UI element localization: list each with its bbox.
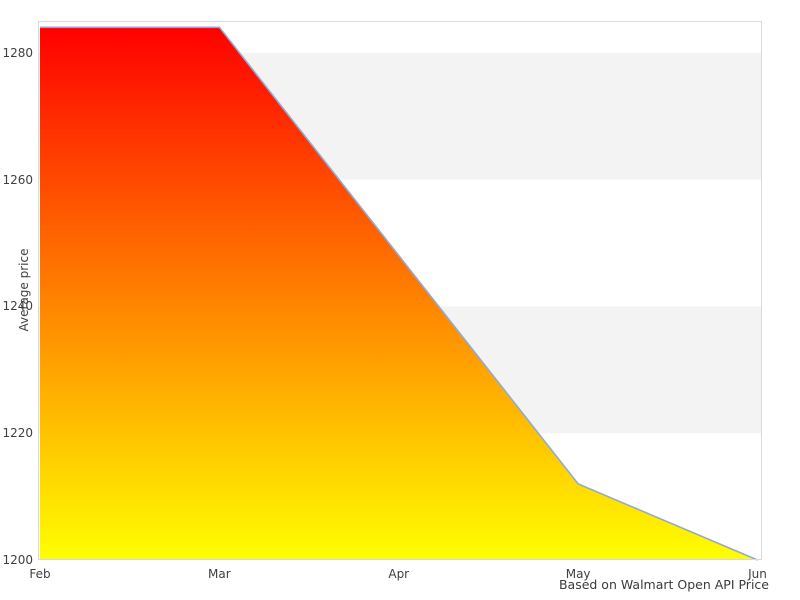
y-tick-label: 1240 xyxy=(2,299,33,314)
price-area xyxy=(40,27,758,561)
x-tick-label: Apr xyxy=(388,567,410,581)
y-tick-label: 1260 xyxy=(2,172,33,187)
y-tick-label: 1200 xyxy=(2,553,33,567)
price-line xyxy=(40,26,758,561)
x-tick-label: Mar xyxy=(208,567,231,581)
x-tick-label: May xyxy=(565,567,591,581)
plot-border xyxy=(38,21,762,560)
y-axis-title: Average price xyxy=(17,248,31,332)
y-tick-label: 1280 xyxy=(2,45,33,60)
chart-caption: Based on Walmart Open API Price xyxy=(558,577,769,592)
x-tick-label: Feb xyxy=(29,567,51,581)
y-tick-label: 1220 xyxy=(2,426,33,441)
x-tick-label: Jun xyxy=(748,567,767,581)
